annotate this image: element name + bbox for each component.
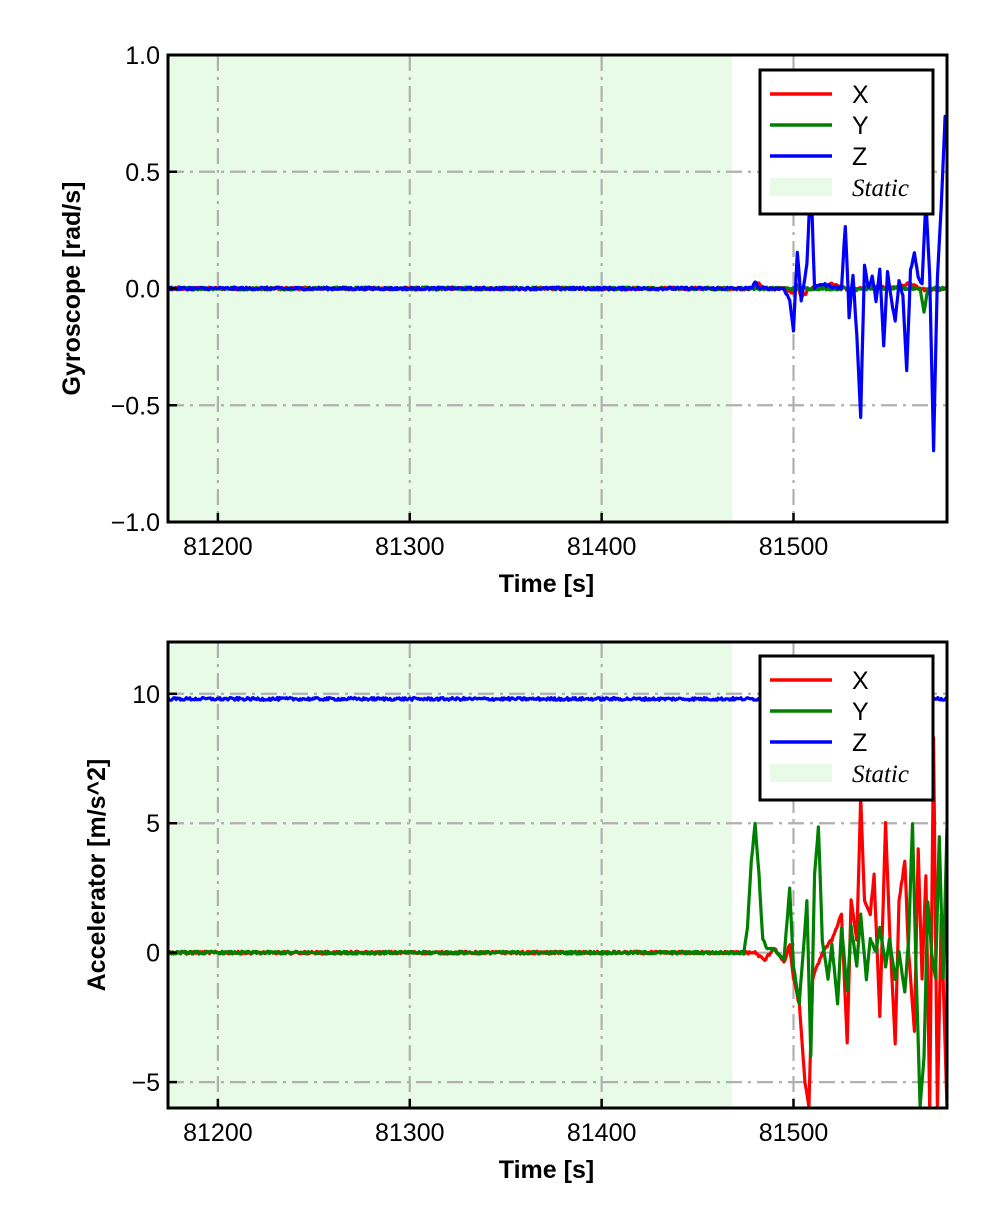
accel-legend-label-x: X [852,667,869,695]
accel-static-region [168,642,733,1108]
gyro-ytick-label-2: 0.0 [125,276,160,304]
accel-panel: 81200 81300 81400 81500 −5 0 5 10 Time [s] Accele… [83,640,949,1184]
accel-xtick-label-0: 81200 [183,1119,253,1147]
gyro-axes-frame [166,53,949,524]
accel-legend-label-y: Y [852,698,869,726]
gyro-xtick-label-3: 81500 [759,533,829,561]
accel-axes-frame [166,640,949,1110]
gyro-xtick-label-0: 81200 [183,533,253,561]
accel-legend-swatch-static [770,764,832,782]
gyro-legend-swatch-static [770,178,832,196]
gyro-legend: XYZ Static [758,68,935,216]
accel-ytick-label-1: 0 [146,940,160,968]
accel-legend-label-static: Static [852,761,909,788]
gyro-ytick-label-1: −0.5 [111,392,160,420]
gyro-legend-label-static: Static [852,175,909,202]
gyro-ytick-label-3: 0.5 [125,159,160,187]
accel-ytick-label-0: −5 [131,1069,160,1097]
accel-xtick-label-3: 81500 [759,1119,829,1147]
gyro-legend-label-x: X [852,81,869,109]
gyro-legend-label-y: Y [852,112,869,140]
gyro-series-z-line [168,114,947,453]
gyro-panel: 81200 81300 81400 81500 −1.0 −0.5 0.0 0.5 1.0 Tim… [58,42,949,598]
accel-legend: XYZ Static [758,654,935,802]
accel-ytick-label-2: 5 [146,810,160,838]
gyro-xtick-label-2: 81400 [567,533,637,561]
gyro-ytick-label-0: −1.0 [111,509,160,537]
accel-xlabel: Time [s] [499,1156,594,1184]
accel-xtick-label-1: 81300 [375,1119,445,1147]
gyro-ytick-label-4: 1.0 [125,42,160,70]
accel-ylabel: Accelerator [m/s^2] [83,759,111,992]
accel-series-y-line [168,821,947,1108]
accel-xtick-label-2: 81400 [567,1119,637,1147]
gyro-xlabel: Time [s] [499,570,594,598]
gyro-xtick-label-1: 81300 [375,533,445,561]
gyro-legend-label-z: Z [852,143,867,171]
accel-ytick-label-3: 10 [132,681,160,709]
gyro-ylabel: Gyroscope [rad/s] [58,182,86,396]
accel-legend-label-z: Z [852,729,867,757]
